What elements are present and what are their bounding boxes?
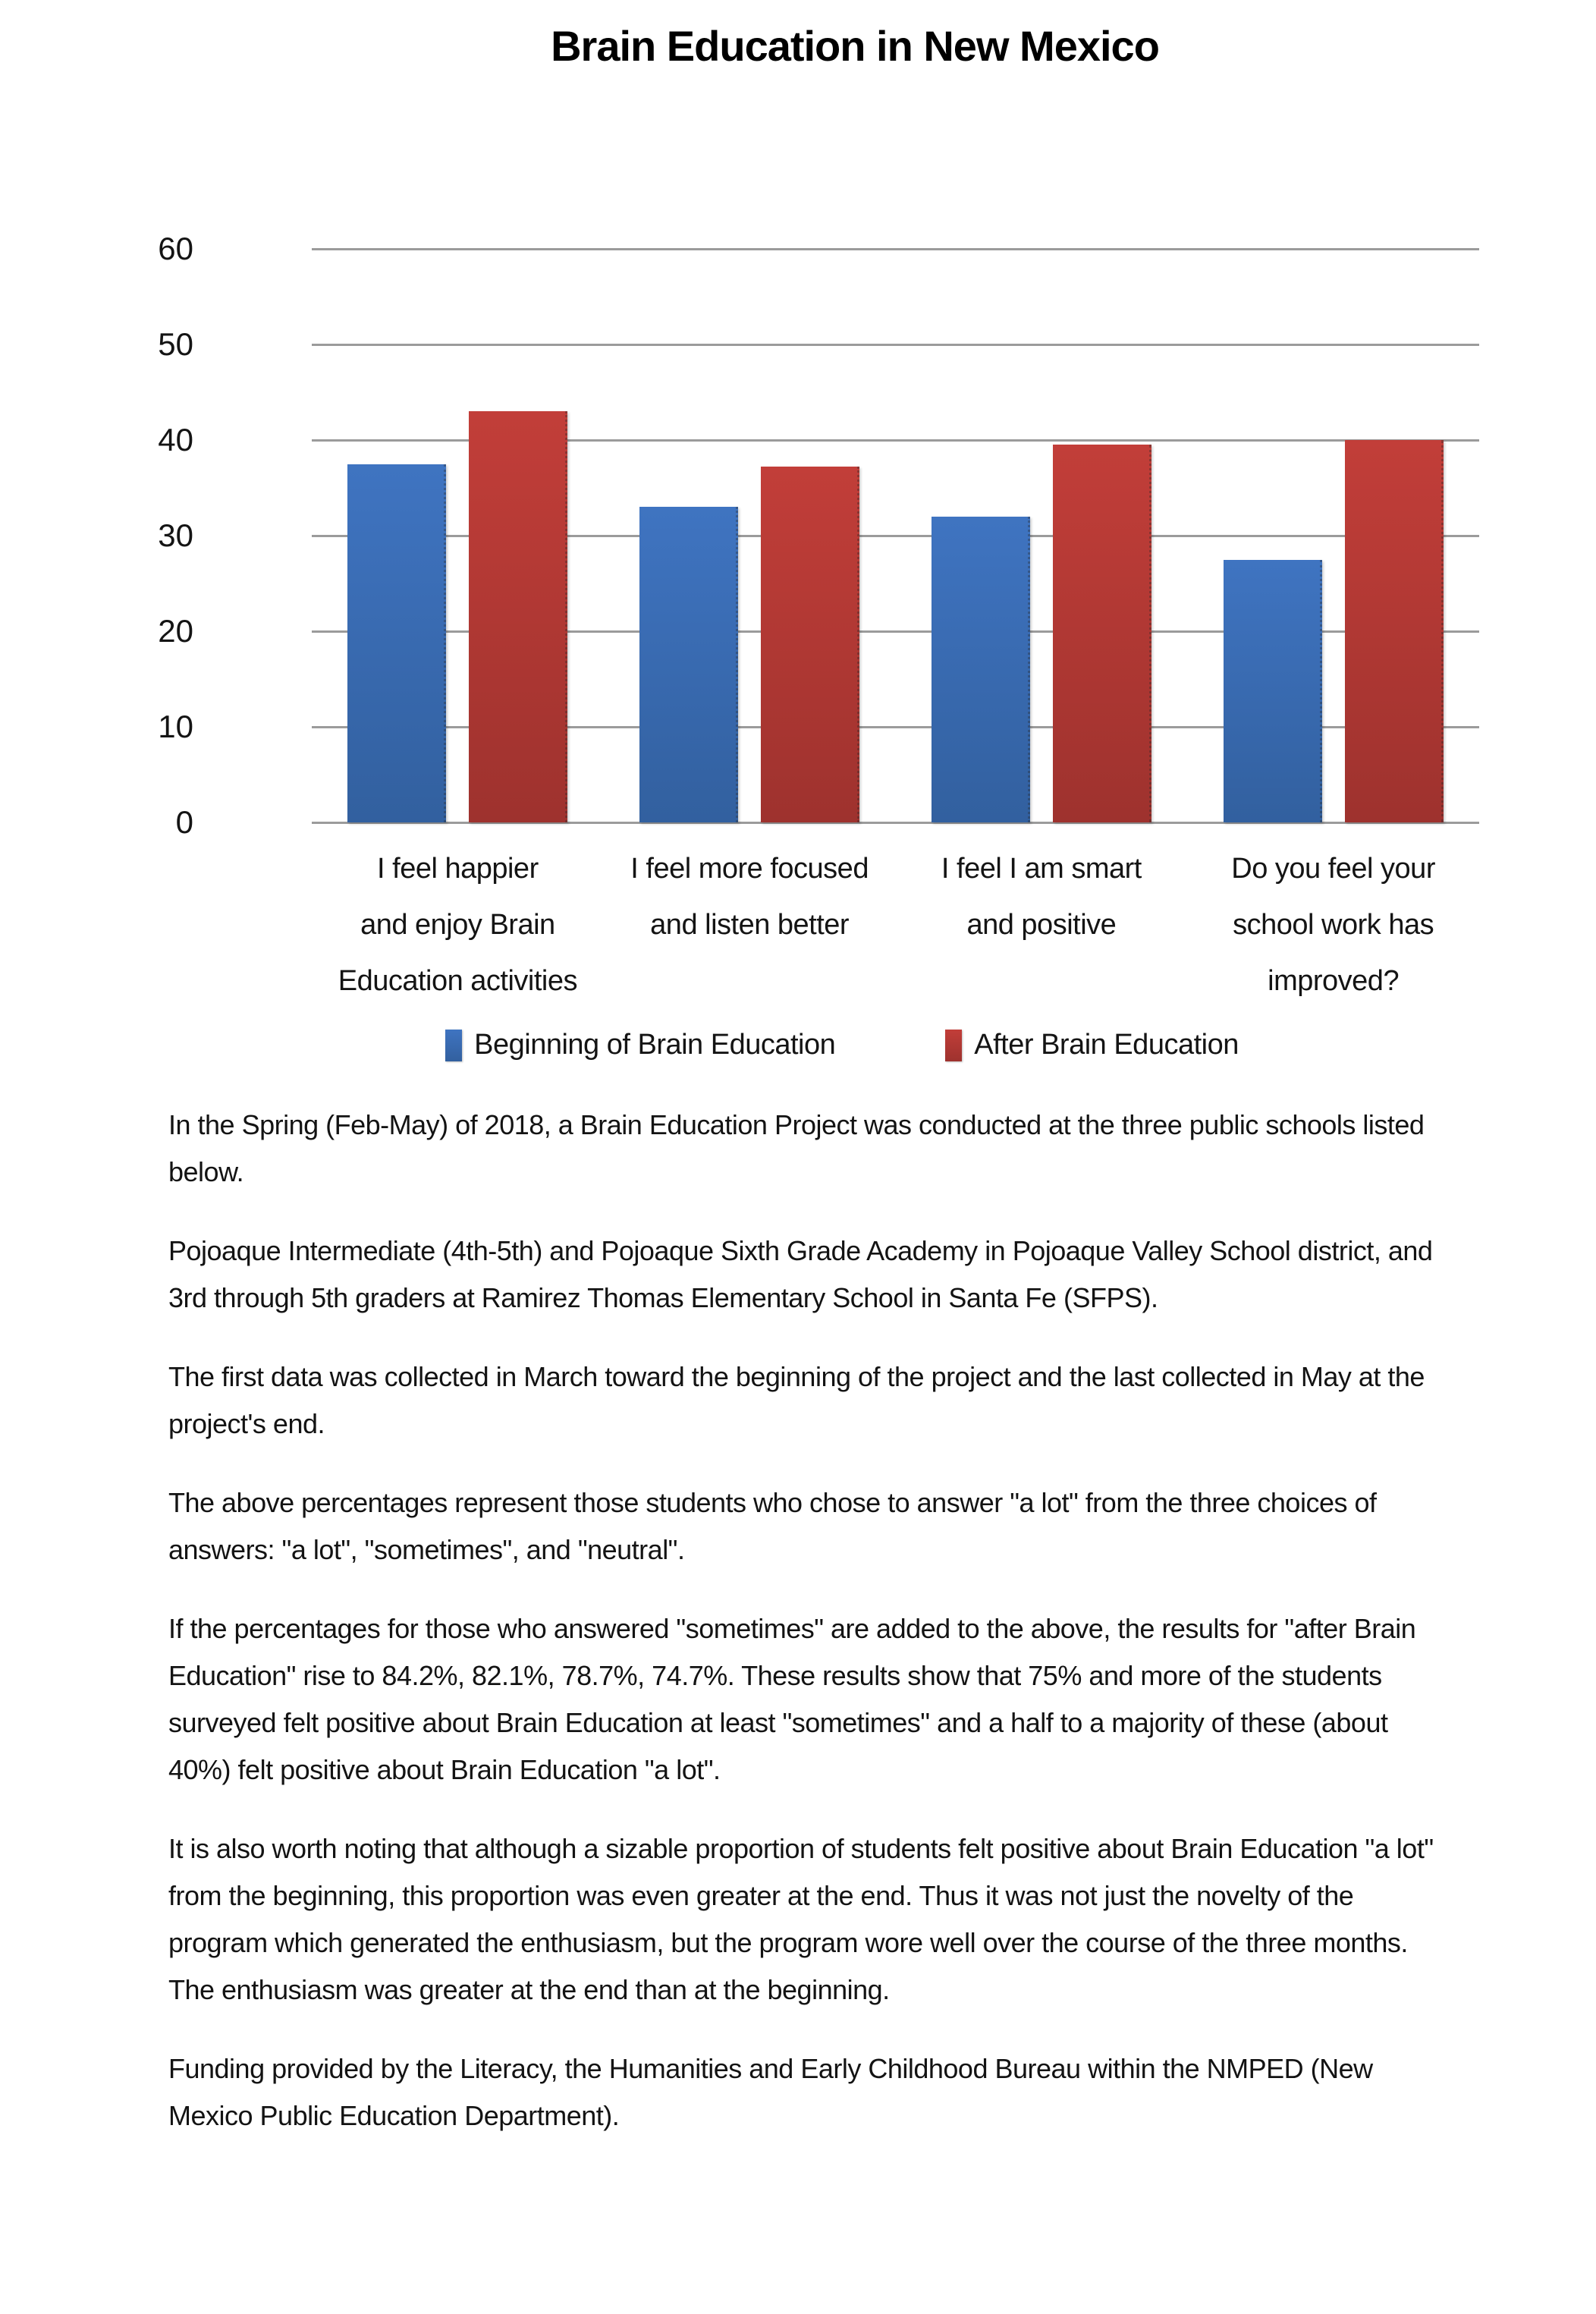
gridline bbox=[312, 822, 1479, 824]
bar-group bbox=[1187, 249, 1479, 822]
bar-after bbox=[469, 411, 568, 822]
category-label: I feel I am smart and positive bbox=[941, 853, 1142, 941]
y-axis-labels: 60 50 40 30 20 10 0 bbox=[68, 233, 193, 838]
gridlines bbox=[312, 248, 1479, 824]
bar-group bbox=[604, 249, 896, 822]
bar-group bbox=[896, 249, 1188, 822]
legend-swatch-red bbox=[945, 1029, 963, 1061]
paragraph: In the Spring (Feb-May) of 2018, a Brain… bbox=[168, 1109, 1425, 1187]
bar-beginning bbox=[931, 516, 1030, 822]
bar-after bbox=[1052, 445, 1151, 822]
category-label: I feel happier and enjoy Brain Education… bbox=[338, 853, 578, 997]
paragraph: The first data was collected in March to… bbox=[168, 1361, 1425, 1439]
bar-beginning bbox=[1223, 559, 1322, 822]
legend-item-after: After Brain Education bbox=[945, 1029, 1239, 1061]
plot-area bbox=[312, 248, 1479, 824]
y-axis-tick-label: 20 bbox=[158, 613, 193, 649]
y-axis-tick-label: 30 bbox=[158, 517, 193, 553]
bar-after bbox=[1344, 440, 1444, 822]
y-axis-tick-label: 40 bbox=[158, 421, 193, 457]
gridline bbox=[312, 439, 1479, 442]
bar-group bbox=[312, 249, 604, 822]
y-axis-tick-label: 10 bbox=[158, 708, 193, 744]
legend-swatch-blue bbox=[445, 1029, 463, 1061]
paragraph: Pojoaque Intermediate (4th-5th) and Pojo… bbox=[168, 1235, 1433, 1313]
bar-beginning bbox=[347, 464, 447, 822]
gridline bbox=[312, 248, 1479, 250]
paragraph: The above percentages represent those st… bbox=[168, 1487, 1377, 1565]
paragraph: Funding provided by the Literacy, the Hu… bbox=[168, 2053, 1373, 2131]
gridline bbox=[312, 344, 1479, 346]
legend-item-beginning: Beginning of Brain Education bbox=[445, 1029, 836, 1061]
gridline bbox=[312, 630, 1479, 633]
bar-groups bbox=[312, 249, 1479, 822]
gridline bbox=[312, 725, 1479, 728]
paragraph: It is also worth noting that although a … bbox=[168, 1833, 1434, 2005]
y-axis-tick-label: 60 bbox=[158, 231, 193, 266]
chart-legend: Beginning of Brain Education After Brain… bbox=[44, 1029, 1596, 1061]
y-axis-tick-label: 50 bbox=[158, 326, 193, 362]
category-label: I feel more focused and listen better bbox=[630, 853, 869, 941]
chart-title: Brain Education in New Mexico bbox=[551, 22, 1160, 70]
paragraph: If the percentages for those who answere… bbox=[168, 1613, 1416, 1785]
category-label: Do you feel your school work has improve… bbox=[1231, 853, 1435, 997]
bar-beginning bbox=[639, 507, 739, 822]
bar-after bbox=[761, 467, 860, 822]
category-labels: I feel happier and enjoy Brain Education… bbox=[312, 841, 1479, 1009]
legend-label: After Brain Education bbox=[974, 1029, 1239, 1061]
body-text: In the Spring (Feb-May) of 2018, a Brain… bbox=[168, 1102, 1450, 2171]
y-axis-tick-label: 0 bbox=[175, 804, 193, 840]
legend-label: Beginning of Brain Education bbox=[474, 1029, 836, 1061]
gridline bbox=[312, 535, 1479, 537]
